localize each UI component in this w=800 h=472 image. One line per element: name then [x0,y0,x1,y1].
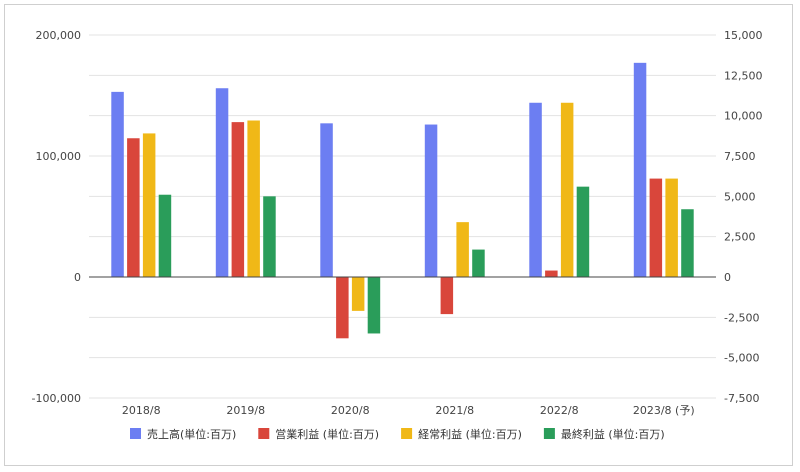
bar [545,270,558,277]
x-tick-label: 2021/8 [435,404,474,417]
bar [215,88,229,278]
bar [472,249,485,277]
legend-label: 営業利益 (単位:百万) [275,427,379,441]
bar [665,178,678,277]
bar [440,277,454,315]
x-tick-label: 2022/8 [540,404,579,417]
y-right-tick-label: 12,500 [724,69,763,82]
x-tick-label: 2018/8 [122,404,161,417]
bar [231,122,245,278]
bar [576,186,590,277]
y-left-tick-label: 200,000 [36,29,82,42]
bar [158,194,172,277]
bar [320,123,333,277]
bar [367,277,381,334]
y-left-tick-label: 0 [74,271,81,284]
y-right-tick-label: -5,000 [724,352,759,365]
y-right-tick-label: 10,000 [724,110,763,123]
y-right-tick-label: 0 [724,271,731,284]
legend-swatch [258,428,270,439]
bar [263,196,276,277]
legend-label: 売上高(単位:百万) [147,427,236,441]
x-tick-label: 2020/8 [331,404,370,417]
bar [424,124,438,277]
y-right-tick-label: 15,000 [724,29,763,42]
legend-label: 経常利益 (単位:百万) [418,427,522,441]
legend-swatch [401,428,413,439]
bar [142,133,156,277]
bar [633,62,647,277]
bar [681,209,694,277]
y-right-tick-label: 7,500 [724,150,756,163]
legend-label: 最終利益 (単位:百万) [561,427,665,441]
bar [456,222,469,277]
y-left-tick-label: 100,000 [36,150,82,163]
x-tick-label: 2023/8 (予) [633,404,695,417]
y-right-tick-label: -7,500 [724,392,759,405]
bar [649,178,663,277]
y-right-tick-label: -2,500 [724,311,759,324]
bar [247,120,260,277]
bar [560,102,574,277]
bar [127,138,140,277]
y-left-tick-label: -100,000 [32,392,81,405]
legend-swatch [130,428,141,439]
x-tick-label: 2019/8 [226,404,265,417]
legend-swatch [543,428,555,439]
bar [529,102,542,277]
chart-frame: 200,000 100,000 0 -100,000 15,000 12,500 10,00… [4,4,793,466]
bar [351,277,365,311]
y-right-tick-label: 2,500 [724,231,756,244]
y-right-tick-label: 5,000 [724,190,756,203]
combo-bar-chart: 200,000 100,000 0 -100,000 15,000 12,500 10,00… [32,29,763,441]
bar [336,277,349,339]
bar [111,91,124,278]
